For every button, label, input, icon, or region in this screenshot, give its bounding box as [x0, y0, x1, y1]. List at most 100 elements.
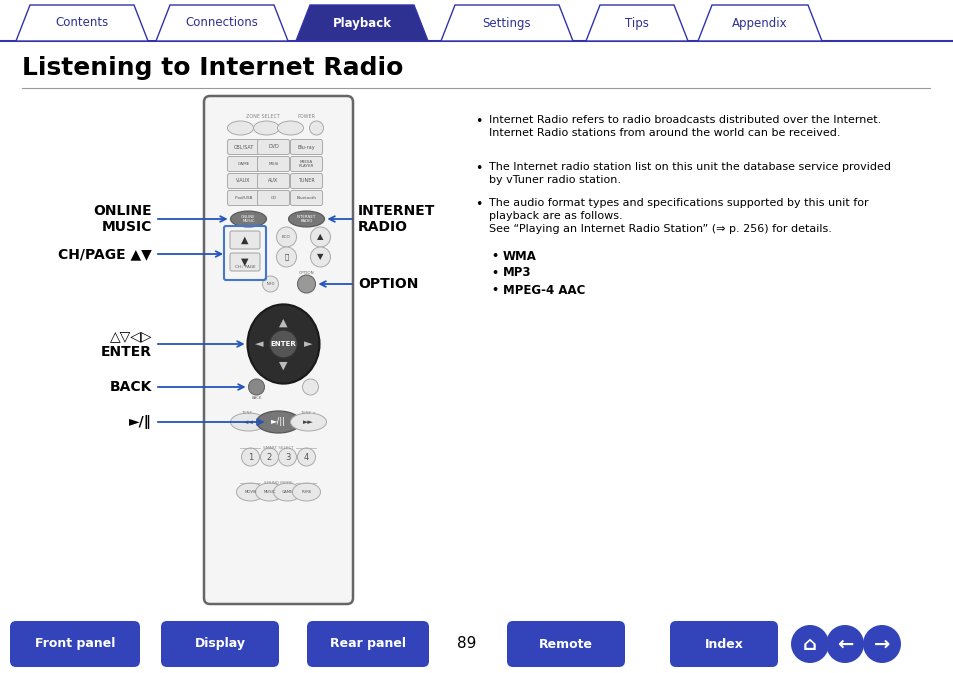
Text: 3: 3 — [285, 452, 290, 462]
Text: Rear panel: Rear panel — [330, 637, 406, 651]
Ellipse shape — [310, 247, 330, 267]
Text: △▽◁▷
ENTER: △▽◁▷ ENTER — [101, 329, 152, 359]
Ellipse shape — [236, 483, 264, 501]
Text: MP3: MP3 — [502, 267, 531, 279]
Text: ▼: ▼ — [279, 361, 288, 371]
FancyBboxPatch shape — [291, 139, 322, 155]
Ellipse shape — [288, 211, 324, 227]
Circle shape — [790, 625, 828, 663]
FancyBboxPatch shape — [291, 157, 322, 172]
Circle shape — [297, 448, 315, 466]
Ellipse shape — [276, 227, 296, 247]
FancyBboxPatch shape — [230, 253, 260, 271]
Text: ▲: ▲ — [317, 232, 323, 242]
FancyBboxPatch shape — [227, 190, 259, 205]
Text: →: → — [873, 635, 889, 653]
FancyBboxPatch shape — [291, 174, 322, 188]
Ellipse shape — [256, 411, 300, 433]
Text: V.AUX: V.AUX — [236, 178, 251, 184]
Text: Tips: Tips — [624, 17, 648, 30]
Text: SOUND MODE: SOUND MODE — [264, 481, 293, 485]
Text: Internet Radio refers to radio broadcasts distributed over the Internet.
Interne: Internet Radio refers to radio broadcast… — [489, 115, 881, 138]
Text: •: • — [475, 198, 482, 211]
FancyBboxPatch shape — [204, 96, 353, 604]
Text: Contents: Contents — [55, 17, 109, 30]
Text: DVD: DVD — [268, 145, 278, 149]
Text: Front panel: Front panel — [34, 637, 115, 651]
Ellipse shape — [293, 483, 320, 501]
Text: Remote: Remote — [538, 637, 593, 651]
FancyBboxPatch shape — [161, 621, 278, 667]
Text: GAME: GAME — [237, 162, 250, 166]
Text: Connections: Connections — [186, 17, 258, 30]
Text: ZONE SELECT: ZONE SELECT — [246, 114, 280, 118]
Polygon shape — [440, 5, 573, 41]
Text: ►: ► — [303, 339, 312, 349]
Text: TUNE -: TUNE - — [241, 411, 255, 415]
FancyBboxPatch shape — [257, 174, 289, 188]
Text: •: • — [475, 162, 482, 175]
Polygon shape — [16, 5, 148, 41]
Text: ONLINE
MUSIC: ONLINE MUSIC — [93, 204, 152, 234]
Text: Display: Display — [194, 637, 245, 651]
Text: •: • — [475, 115, 482, 128]
Text: CH / PAGE: CH / PAGE — [234, 265, 255, 269]
Text: ►►: ►► — [303, 419, 314, 425]
Text: •: • — [491, 268, 497, 278]
Circle shape — [241, 448, 259, 466]
Text: MEDIA
PLAYER: MEDIA PLAYER — [298, 160, 314, 168]
Text: 🔇: 🔇 — [284, 254, 289, 260]
FancyBboxPatch shape — [227, 174, 259, 188]
Text: OPTION: OPTION — [357, 277, 418, 291]
Ellipse shape — [291, 413, 326, 431]
Ellipse shape — [231, 211, 266, 227]
Text: ONLINE
MUSIC: ONLINE MUSIC — [241, 215, 255, 223]
Text: Blu-ray: Blu-ray — [297, 145, 315, 149]
Text: MUSIC: MUSIC — [263, 490, 275, 494]
FancyBboxPatch shape — [227, 139, 259, 155]
Text: The audio format types and specifications supported by this unit for
playback ar: The audio format types and specification… — [489, 198, 868, 234]
FancyBboxPatch shape — [10, 621, 140, 667]
Text: The Internet radio station list on this unit the database service provided
by vT: The Internet radio station list on this … — [489, 162, 890, 185]
Text: Settings: Settings — [482, 17, 531, 30]
Text: 2: 2 — [267, 452, 272, 462]
Text: ▼: ▼ — [241, 257, 249, 267]
FancyBboxPatch shape — [506, 621, 624, 667]
Polygon shape — [295, 5, 428, 41]
Polygon shape — [585, 5, 687, 41]
Ellipse shape — [231, 413, 266, 431]
FancyBboxPatch shape — [307, 621, 429, 667]
Circle shape — [278, 448, 296, 466]
Text: INFO: INFO — [266, 282, 274, 286]
FancyBboxPatch shape — [257, 157, 289, 172]
Text: 1: 1 — [248, 452, 253, 462]
Text: Index: Index — [704, 637, 742, 651]
Text: WMA: WMA — [502, 250, 537, 262]
Polygon shape — [698, 5, 821, 41]
Ellipse shape — [247, 304, 319, 384]
Text: POWER: POWER — [297, 114, 315, 118]
Text: 4: 4 — [304, 452, 309, 462]
FancyBboxPatch shape — [291, 190, 322, 205]
Circle shape — [262, 276, 278, 292]
Text: Playback: Playback — [333, 17, 391, 30]
Text: TUNE +: TUNE + — [300, 411, 316, 415]
Text: TUNER: TUNER — [297, 178, 314, 184]
Text: PURE: PURE — [301, 490, 312, 494]
Text: ►/‖: ►/‖ — [130, 415, 152, 429]
Text: OPTION: OPTION — [298, 271, 314, 275]
Text: SMART SELECT: SMART SELECT — [263, 446, 294, 450]
Text: •: • — [491, 285, 497, 295]
Text: Appendix: Appendix — [731, 17, 787, 30]
Text: 89: 89 — [456, 637, 476, 651]
Text: ►/||: ►/|| — [271, 417, 286, 427]
Ellipse shape — [310, 227, 330, 247]
Text: ENTER: ENTER — [271, 341, 296, 347]
Ellipse shape — [274, 483, 301, 501]
Circle shape — [862, 625, 900, 663]
Text: AUX: AUX — [268, 178, 278, 184]
Text: MUSI: MUSI — [268, 162, 278, 166]
Text: CD: CD — [271, 196, 276, 200]
Text: ▲: ▲ — [279, 318, 288, 327]
Text: Listening to Internet Radio: Listening to Internet Radio — [22, 56, 403, 80]
